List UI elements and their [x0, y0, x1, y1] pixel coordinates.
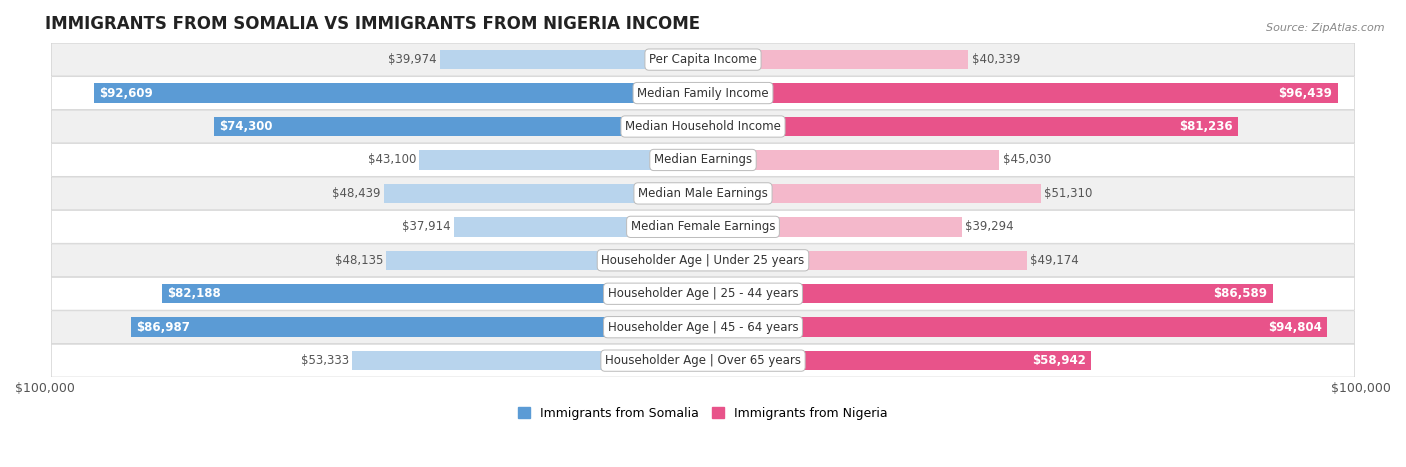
Text: $51,310: $51,310: [1043, 187, 1092, 200]
FancyBboxPatch shape: [52, 110, 1354, 143]
Bar: [703, 351, 1091, 370]
Bar: [703, 84, 1337, 103]
Bar: [703, 184, 1040, 203]
Bar: [440, 50, 703, 69]
Bar: [703, 150, 1000, 170]
Bar: [384, 184, 703, 203]
Bar: [703, 50, 969, 69]
FancyBboxPatch shape: [52, 244, 1354, 276]
Text: $92,609: $92,609: [98, 86, 153, 99]
Text: Median Male Earnings: Median Male Earnings: [638, 187, 768, 200]
Text: $43,100: $43,100: [368, 154, 416, 166]
Text: $96,439: $96,439: [1278, 86, 1333, 99]
Text: Median Household Income: Median Household Income: [626, 120, 780, 133]
Text: $40,339: $40,339: [972, 53, 1021, 66]
FancyBboxPatch shape: [52, 211, 1354, 243]
Legend: Immigrants from Somalia, Immigrants from Nigeria: Immigrants from Somalia, Immigrants from…: [513, 402, 893, 425]
Bar: [703, 284, 1272, 304]
Bar: [419, 150, 703, 170]
Bar: [131, 318, 703, 337]
Bar: [703, 217, 962, 237]
Bar: [703, 117, 1237, 136]
Bar: [214, 117, 703, 136]
Text: $45,030: $45,030: [1002, 154, 1050, 166]
Text: Median Female Earnings: Median Female Earnings: [631, 220, 775, 234]
Text: Householder Age | 45 - 64 years: Householder Age | 45 - 64 years: [607, 321, 799, 334]
FancyBboxPatch shape: [52, 143, 1354, 177]
Bar: [454, 217, 703, 237]
Text: $74,300: $74,300: [219, 120, 273, 133]
Bar: [162, 284, 703, 304]
Text: $37,914: $37,914: [402, 220, 450, 234]
Text: Median Family Income: Median Family Income: [637, 86, 769, 99]
Bar: [352, 351, 703, 370]
Text: $48,135: $48,135: [335, 254, 382, 267]
Text: $48,439: $48,439: [332, 187, 381, 200]
FancyBboxPatch shape: [52, 311, 1354, 344]
Text: $86,589: $86,589: [1213, 287, 1268, 300]
Text: Per Capita Income: Per Capita Income: [650, 53, 756, 66]
Bar: [94, 84, 703, 103]
Text: $86,987: $86,987: [136, 321, 190, 334]
Text: Householder Age | 25 - 44 years: Householder Age | 25 - 44 years: [607, 287, 799, 300]
Text: $39,294: $39,294: [965, 220, 1014, 234]
Bar: [703, 318, 1327, 337]
Text: Householder Age | Under 25 years: Householder Age | Under 25 years: [602, 254, 804, 267]
Text: $53,333: $53,333: [301, 354, 349, 367]
Text: $82,188: $82,188: [167, 287, 221, 300]
Text: Source: ZipAtlas.com: Source: ZipAtlas.com: [1267, 23, 1385, 33]
FancyBboxPatch shape: [52, 77, 1354, 109]
FancyBboxPatch shape: [52, 277, 1354, 310]
Text: $94,804: $94,804: [1268, 321, 1322, 334]
Bar: [387, 251, 703, 270]
Text: $39,974: $39,974: [388, 53, 437, 66]
Text: $58,942: $58,942: [1032, 354, 1085, 367]
Text: IMMIGRANTS FROM SOMALIA VS IMMIGRANTS FROM NIGERIA INCOME: IMMIGRANTS FROM SOMALIA VS IMMIGRANTS FR…: [45, 15, 700, 33]
FancyBboxPatch shape: [52, 177, 1354, 210]
Text: Householder Age | Over 65 years: Householder Age | Over 65 years: [605, 354, 801, 367]
FancyBboxPatch shape: [52, 43, 1354, 76]
Text: $49,174: $49,174: [1029, 254, 1078, 267]
FancyBboxPatch shape: [52, 344, 1354, 377]
Bar: [703, 251, 1026, 270]
Text: Median Earnings: Median Earnings: [654, 154, 752, 166]
Text: $81,236: $81,236: [1178, 120, 1232, 133]
